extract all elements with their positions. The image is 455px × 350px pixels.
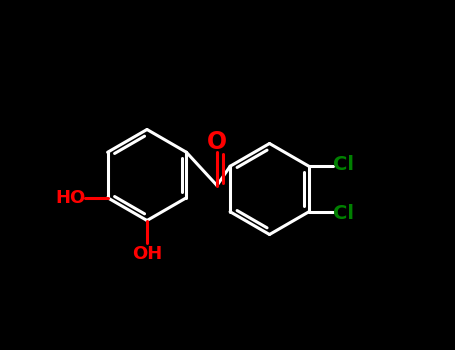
Text: OH: OH [132, 245, 163, 263]
Text: Cl: Cl [333, 155, 354, 174]
Text: O: O [207, 130, 227, 154]
Text: Cl: Cl [333, 204, 354, 223]
Text: HO: HO [55, 189, 85, 207]
